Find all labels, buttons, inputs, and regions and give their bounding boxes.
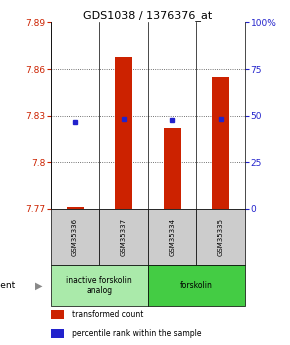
Text: inactive forskolin
analog: inactive forskolin analog xyxy=(66,276,132,295)
Text: GSM35336: GSM35336 xyxy=(72,218,78,256)
Bar xyxy=(51,209,99,265)
Text: transformed count: transformed count xyxy=(72,310,144,319)
Text: forskolin: forskolin xyxy=(180,281,213,290)
Bar xyxy=(197,209,245,265)
Bar xyxy=(99,209,148,265)
Title: GDS1038 / 1376376_at: GDS1038 / 1376376_at xyxy=(83,10,213,21)
Bar xyxy=(148,265,245,306)
Text: GSM35334: GSM35334 xyxy=(169,218,175,256)
Text: ▶: ▶ xyxy=(35,280,43,290)
Text: agent: agent xyxy=(0,281,16,290)
Bar xyxy=(51,310,64,319)
Bar xyxy=(51,265,148,306)
Bar xyxy=(115,57,132,209)
Text: GSM35337: GSM35337 xyxy=(121,218,127,256)
Bar xyxy=(164,128,181,209)
Text: percentile rank within the sample: percentile rank within the sample xyxy=(72,329,202,338)
Bar xyxy=(66,207,84,209)
Bar xyxy=(51,329,64,338)
Bar xyxy=(212,77,229,209)
Text: GSM35335: GSM35335 xyxy=(218,218,224,256)
Bar xyxy=(148,209,196,265)
